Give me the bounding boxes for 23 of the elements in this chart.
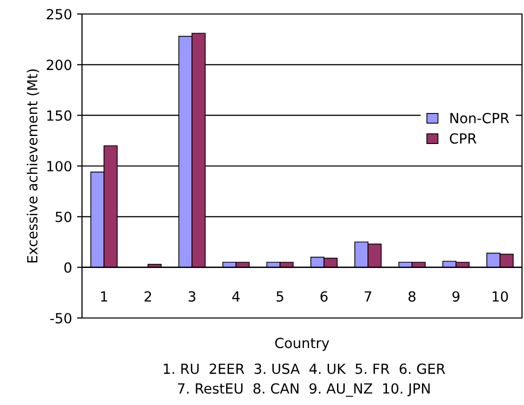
- y-tick-label: 0: [64, 262, 72, 273]
- x-tick-label: 3: [188, 291, 196, 302]
- x-tick-label: 10: [492, 291, 508, 302]
- y-tick-label: 200: [46, 60, 72, 70]
- x-tick-label: 7: [364, 291, 372, 302]
- x-tick-label: 1: [101, 291, 108, 302]
- x-tick-label: 6: [320, 291, 328, 302]
- legend-label: Non-CPR: [450, 112, 510, 124]
- x-tick-label: 9: [452, 291, 460, 302]
- x-tick-label: 8: [408, 291, 416, 302]
- y-tick-label: 50: [56, 212, 72, 222]
- y-tick-label: 150: [47, 110, 72, 121]
- x-tick-label: 4: [232, 291, 240, 302]
- x-tick-label: 5: [276, 291, 284, 302]
- y-tick-label: 100: [47, 160, 72, 172]
- y-axis-title: Excessive achievement (Mt): [26, 69, 40, 262]
- text: 7. RestEU 8. CAN 9. AU_NZ 10. JPN: [178, 383, 430, 397]
- text: 1. RU 2EER 3. USA 4. UK 5. FR 6. GER: [164, 364, 446, 374]
- x-tick-label: 2: [144, 291, 152, 302]
- x-axis-title: Country: [275, 338, 330, 351]
- y-tick-label: 250: [46, 8, 72, 20]
- legend-label: CPR: [450, 133, 476, 144]
- y-tick-label: -50: [50, 312, 72, 324]
